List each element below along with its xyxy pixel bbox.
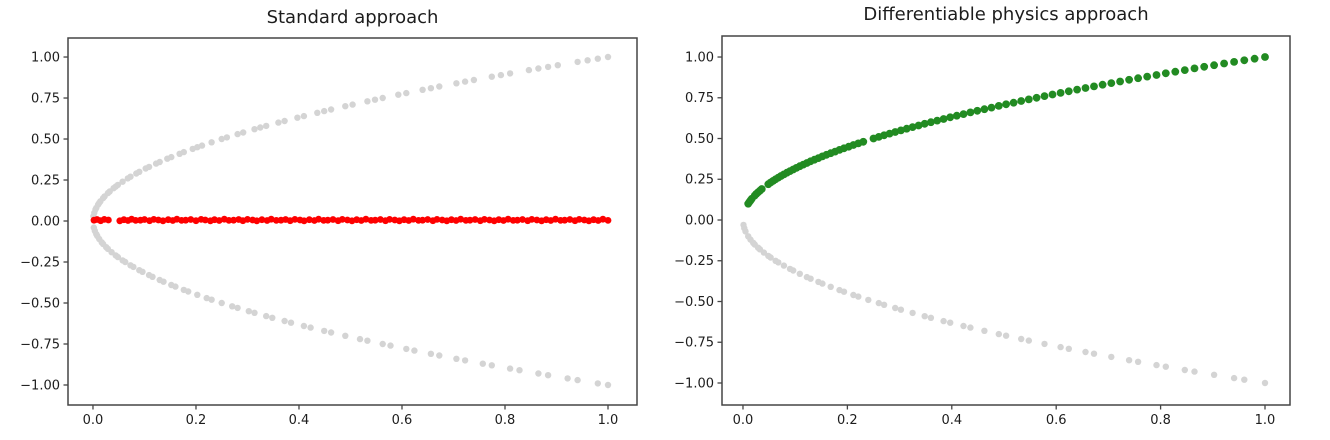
x-axis: 0.0 0.2 0.4 0.6 0.8 1.0 [733,405,1276,428]
x-axis: 0.0 0.2 0.4 0.6 0.8 1.0 [83,405,619,428]
x-tick-label: 0.2 [837,413,858,428]
x-tick-label: 1.0 [1255,413,1276,428]
left-plot-title: Standard approach [266,7,439,28]
y-tick-label: 0.00 [685,213,714,228]
y-tick-label: −0.50 [674,295,714,310]
x-tick-label: 0.4 [289,413,310,428]
y-tick-label: −1.00 [674,376,714,391]
axes-left: 0.0 0.2 0.4 0.6 0.8 1.0 1.00 0.75 0.50 0.25 0.00 −0… [20,37,638,428]
x-tick-label: 0.8 [495,413,516,428]
series-training-data-lower-branch [740,221,1269,387]
y-tick-label: −0.75 [20,337,60,352]
y-tick-label: 0.75 [685,91,714,106]
x-tick-label: 0.6 [392,413,413,428]
x-tick-label: 0.4 [941,413,962,428]
y-axis: 1.00 0.75 0.50 0.25 0.00 −0.25 −0.50 −0.75 −1.00 [674,50,722,391]
y-tick-label: 0.25 [31,173,60,188]
y-tick-label: 1.00 [31,50,60,65]
y-tick-label: 0.00 [31,214,60,229]
series-training-data-lower-branch [90,224,612,389]
y-tick-label: 0.25 [685,173,714,188]
series-training-data-upper-branch [90,53,612,220]
y-tick-label: 0.50 [31,132,60,147]
x-tick-label: 0.2 [186,413,207,428]
y-tick-label: 0.50 [685,132,714,147]
y-tick-label: −0.50 [20,296,60,311]
x-tick-label: 0.6 [1046,413,1067,428]
plot-frame [721,35,1291,406]
right-plot-title: Differentiable physics approach [863,4,1149,25]
y-tick-label: 1.00 [685,50,714,65]
x-tick-label: 0.0 [733,413,754,428]
x-tick-label: 0.0 [83,413,104,428]
y-tick-label: −1.00 [20,378,60,393]
y-tick-label: −0.25 [20,255,60,270]
y-axis: 1.00 0.75 0.50 0.25 0.00 −0.25 −0.50 −0.75 −1.00 [20,50,68,393]
y-tick-label: −0.75 [674,336,714,351]
series-differentiable-physics-prediction [744,53,1269,208]
axes-right: 0.0 0.2 0.4 0.6 0.8 1.0 1.00 0.75 0.50 0.25 0.00 −0… [674,35,1291,428]
x-tick-label: 0.8 [1150,413,1171,428]
y-tick-label: −0.25 [674,254,714,269]
series-standard-nn-prediction [90,215,612,225]
y-tick-label: 0.75 [31,91,60,106]
x-tick-label: 1.0 [598,413,619,428]
